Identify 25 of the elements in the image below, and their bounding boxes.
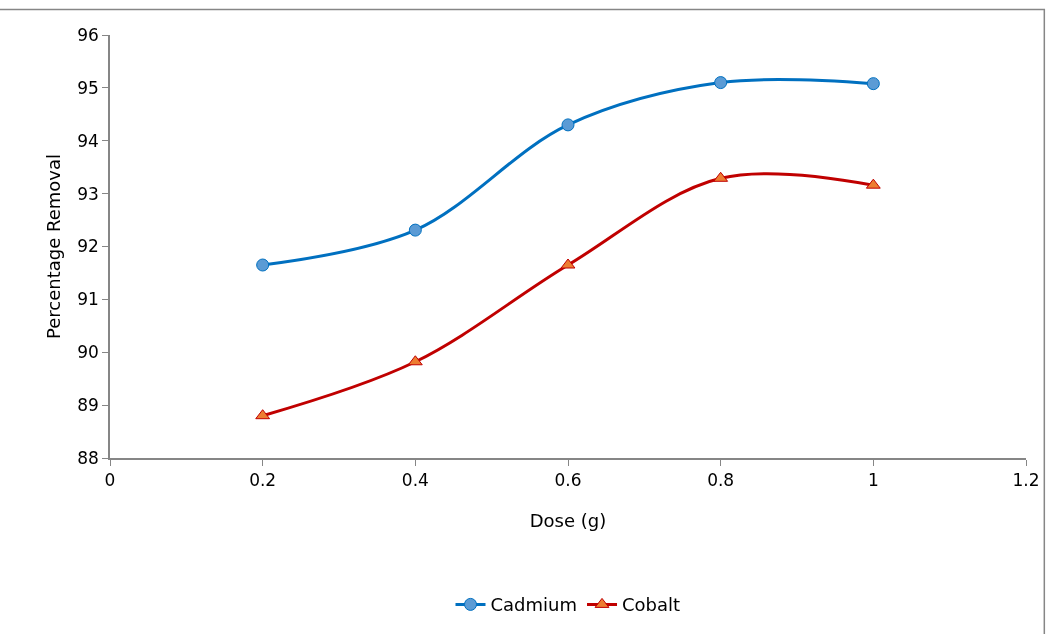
y-tick-label: 93 (77, 183, 99, 204)
y-tick-label: 92 (77, 236, 99, 257)
x-tick-label: 0.4 (401, 470, 429, 491)
x-tick-label: 0 (104, 470, 116, 491)
point (866, 77, 880, 91)
point (714, 76, 728, 90)
x-axis-title: Dose (g) (529, 509, 607, 531)
y-tick-label: 89 (77, 395, 99, 416)
x-tick-label: 1 (867, 470, 879, 491)
x-tick-label: 1.2 (1012, 470, 1040, 491)
x-tick-label: 0.8 (707, 470, 735, 491)
legend-label: Cadmium (490, 594, 578, 616)
x-tick-label: 0.6 (554, 470, 582, 491)
x-tick-label: 0.2 (249, 470, 277, 491)
y-tick-label: 88 (77, 447, 99, 468)
y-tick-label: 96 (77, 24, 99, 45)
y-tick-label: 94 (77, 130, 99, 151)
y-tick-label: 95 (77, 77, 99, 98)
point (561, 118, 575, 132)
point (256, 258, 270, 272)
y-axis-title: Percentage Removal (42, 154, 64, 339)
legend-label: Cobalt (622, 594, 681, 616)
y-tick-label: 91 (77, 289, 99, 310)
point (408, 223, 422, 237)
y-tick-label: 90 (77, 342, 99, 363)
